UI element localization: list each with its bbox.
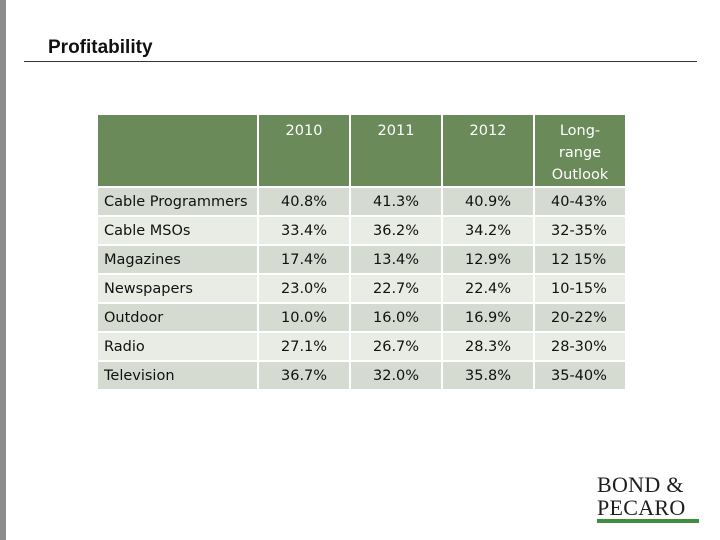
table-row: Outdoor 10.0% 16.0% 16.9% 20-22%	[98, 304, 625, 331]
cell-outlook: 10-15%	[535, 275, 625, 302]
cell-outlook: 12 15%	[535, 246, 625, 273]
cell-2012: 40.9%	[443, 188, 533, 215]
cell-2011: 41.3%	[351, 188, 441, 215]
cell-outlook: 35-40%	[535, 362, 625, 389]
table-row: Magazines 17.4% 13.4% 12.9% 12 15%	[98, 246, 625, 273]
cell-outlook: 20-22%	[535, 304, 625, 331]
cell-2010: 33.4%	[259, 217, 349, 244]
profitability-table: 2010 2011 2012 Long- range Outlook Cable…	[96, 113, 627, 391]
cell-2010: 27.1%	[259, 333, 349, 360]
cell-2011: 32.0%	[351, 362, 441, 389]
cell-2011: 26.7%	[351, 333, 441, 360]
table-header-row: 2010 2011 2012 Long- range Outlook	[98, 115, 625, 186]
bond-pecaro-logo: BOND & PECARO	[597, 473, 699, 523]
cell-2011: 13.4%	[351, 246, 441, 273]
page-title: Profitability	[48, 37, 153, 58]
cell-2010: 10.0%	[259, 304, 349, 331]
header-2011: 2011	[351, 115, 441, 186]
cell-2011: 16.0%	[351, 304, 441, 331]
cell-2012: 16.9%	[443, 304, 533, 331]
cell-2011: 22.7%	[351, 275, 441, 302]
row-label: Cable MSOs	[98, 217, 257, 244]
row-label: Outdoor	[98, 304, 257, 331]
row-label: Magazines	[98, 246, 257, 273]
cell-2010: 17.4%	[259, 246, 349, 273]
table-row: Newspapers 23.0% 22.7% 22.4% 10-15%	[98, 275, 625, 302]
table-row: Television 36.7% 32.0% 35.8% 35-40%	[98, 362, 625, 389]
cell-2012: 28.3%	[443, 333, 533, 360]
cell-2012: 34.2%	[443, 217, 533, 244]
cell-outlook: 40-43%	[535, 188, 625, 215]
cell-2010: 23.0%	[259, 275, 349, 302]
cell-2012: 35.8%	[443, 362, 533, 389]
header-outlook-line-2: range	[558, 145, 602, 161]
header-outlook-line-3: Outlook	[551, 167, 609, 183]
cell-2012: 22.4%	[443, 275, 533, 302]
row-label: Newspapers	[98, 275, 257, 302]
row-label: Radio	[98, 333, 257, 360]
left-edge-bar	[0, 0, 6, 540]
header-2010: 2010	[259, 115, 349, 186]
header-2012: 2012	[443, 115, 533, 186]
header-long-range-outlook: Long- range Outlook	[535, 115, 625, 186]
table-row: Radio 27.1% 26.7% 28.3% 28-30%	[98, 333, 625, 360]
cell-2010: 36.7%	[259, 362, 349, 389]
cell-outlook: 28-30%	[535, 333, 625, 360]
header-outlook-line-1: Long-	[559, 123, 601, 139]
table-row: Cable MSOs 33.4% 36.2% 34.2% 32-35%	[98, 217, 625, 244]
cell-2012: 12.9%	[443, 246, 533, 273]
cell-2011: 36.2%	[351, 217, 441, 244]
logo-accent-bar	[597, 519, 699, 523]
title-divider	[24, 61, 697, 62]
cell-outlook: 32-35%	[535, 217, 625, 244]
logo-line-1: BOND &	[597, 472, 684, 497]
logo-line-2: PECARO	[597, 495, 686, 520]
header-corner-cell	[98, 115, 257, 186]
row-label: Television	[98, 362, 257, 389]
table-row: Cable Programmers 40.8% 41.3% 40.9% 40-4…	[98, 188, 625, 215]
cell-2010: 40.8%	[259, 188, 349, 215]
row-label: Cable Programmers	[98, 188, 257, 215]
